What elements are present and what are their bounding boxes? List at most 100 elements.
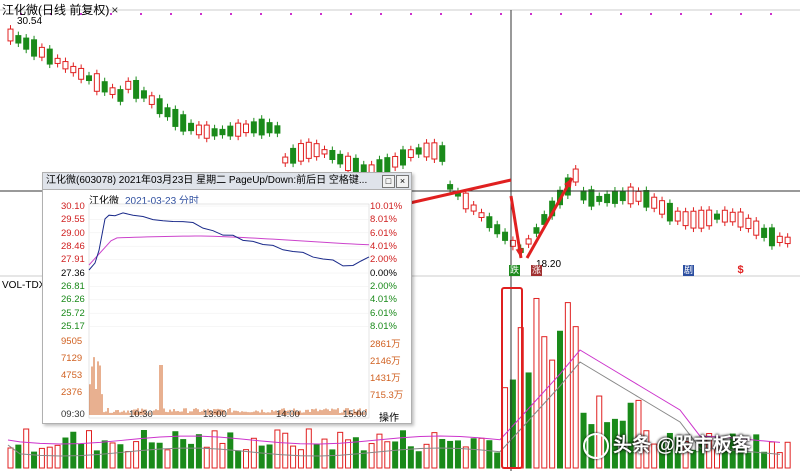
event-badge-info[interactable]: 剧 [683,265,694,276]
candle-body [478,212,485,218]
minimize-icon[interactable]: □ [382,175,395,188]
price-level: 28.46 [61,241,85,252]
volume-bar [596,395,603,469]
volume-bar [337,431,344,469]
volume-level: 2146万 [370,356,401,367]
candle-body [258,118,265,136]
candle-body [133,79,140,99]
toutiao-logo-icon [583,432,609,459]
volume-bar [666,432,673,469]
volume-ma-line [7,361,781,457]
candle-body [243,123,249,134]
volume-indicator-label[interactable]: VOL-TDX [2,280,46,291]
candle-body [666,202,673,222]
event-badge-down[interactable]: 跌 [509,265,520,276]
volume-bar [572,326,579,469]
annotation-arrow [509,195,523,259]
event-badge-dividend[interactable]: $ [737,264,744,276]
volume-level: 2861万 [370,339,401,350]
volume-bar [611,418,618,469]
candle-body [588,189,595,207]
chart-title-text: 江化微(日线 前复权) [2,3,110,17]
average-price-line [88,235,370,266]
candle-body [486,216,493,229]
high-price-label: 30.54 [17,16,43,27]
price-level: 25.17 [61,321,85,332]
pct-level: 2.00% [370,281,397,292]
volume-bar [423,443,430,469]
candle-body [470,204,477,212]
volume-bar [761,451,768,469]
close-icon[interactable]: × [111,3,119,17]
candle-body [502,231,509,241]
volume-bar [345,439,352,469]
volume-bar [250,437,257,469]
price-level: 26.26 [61,294,85,305]
volume-bar [549,359,556,469]
intraday-chart[interactable] [43,190,411,423]
pct-level: 2.00% [370,254,397,265]
volume-bar [243,449,249,469]
candle-body [329,149,336,160]
volume-bar [38,447,45,469]
candle-body [31,39,38,57]
operation-button[interactable]: 操作 [379,413,399,424]
pct-level: 6.01% [370,228,397,239]
volume-bar [274,429,281,469]
intraday-popup[interactable]: 江化微(603078) 2021年03月23日 星期二 PageUp/Down:… [42,172,412,424]
candle-body [250,121,257,134]
volume-bar [235,450,242,469]
marker-dot [770,13,772,15]
volume-bar [768,441,775,469]
time-tick: 15:00 [343,409,367,420]
marker-dot [470,13,472,15]
candle-body [109,87,116,95]
marker-dot [740,13,742,15]
volume-bar [148,442,155,469]
candle-body [290,147,297,164]
event-badge-up[interactable]: 涨 [531,265,542,276]
pct-level: 4.01% [370,241,397,252]
intraday-frame [88,203,370,419]
popup-stock-name: 江化微 [89,196,119,207]
candle-body [400,149,406,166]
marker-dot [200,13,202,15]
candle-body [38,46,45,58]
time-tick: 10:30 [129,409,153,420]
volume-level: 4753 [61,370,83,381]
volume-bar [541,336,548,469]
candle-body [462,192,469,210]
pct-level: 4.01% [370,294,397,305]
close-icon[interactable]: × [396,175,409,188]
low-price-label: 18.20 [536,259,562,270]
candle-body [188,122,195,132]
candle-body [227,125,234,137]
volume-bar [494,452,501,469]
volume-bar [470,438,477,469]
candle-body [337,153,344,165]
popup-title-text: 江化微(603078) 2021年03月23日 星期二 PageUp/Down:… [46,175,368,186]
candle-body [431,142,438,160]
volume-bar [352,437,359,469]
candle-body [117,89,124,102]
candle-body [580,190,587,201]
candle-body [776,235,783,243]
candle-body [266,122,273,134]
candle-body [297,143,304,162]
volume-bar [502,387,509,469]
volume-bar [407,446,414,469]
volume-bar [219,442,226,469]
candle-body [70,65,77,74]
time-tick: 13:00 [203,409,227,420]
candle-body [525,238,532,245]
popup-titlebar[interactable]: 江化微(603078) 2021年03月23日 星期二 PageUp/Down:… [43,173,411,190]
volume-bar [117,444,124,469]
volume-bar [557,330,563,469]
marker-dot [260,13,262,15]
volume-bar [533,297,540,469]
volume-bar [360,450,367,469]
volume-bar [368,443,375,469]
price-level: 29.00 [61,228,85,239]
